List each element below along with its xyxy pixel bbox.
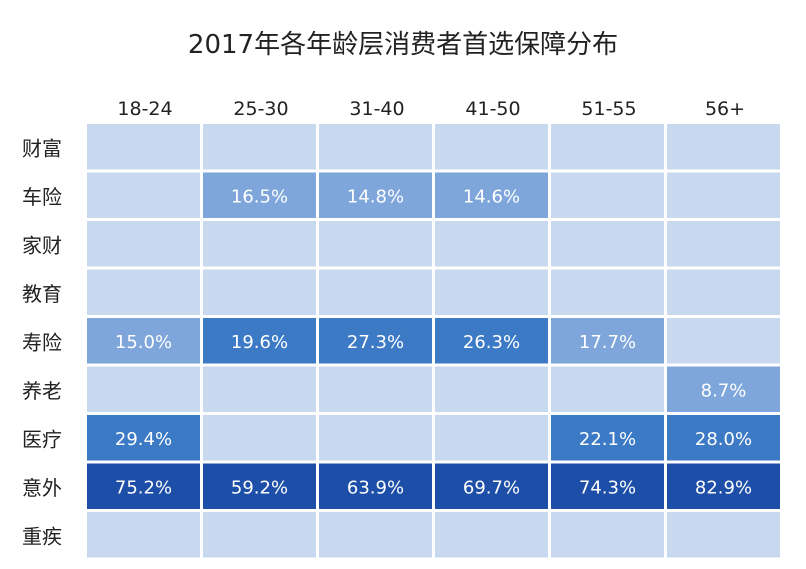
heatmap-cell-r2-c2 [203, 172, 316, 218]
heatmap-cell-r9-c2 [203, 512, 316, 558]
heatmap-cell-r5-c3 [319, 318, 432, 364]
heatmap-cell-r5-c6 [667, 318, 780, 364]
data-label-r8-c1: 75.2% [115, 477, 172, 498]
heatmap-cell-r3-c6 [667, 221, 780, 267]
heatmap-cell-r1-c3 [319, 124, 432, 170]
heatmap-cell-r4-c5 [551, 269, 664, 315]
heatmap-cell-r9-c5 [551, 512, 664, 558]
data-label-r8-c4: 69.7% [463, 477, 520, 498]
heatmap-cell-r3-c3 [319, 221, 432, 267]
heatmap-cell-r5-c5 [551, 318, 664, 364]
column-label-2: 25-30 [233, 98, 288, 120]
row-label-5: 寿险 [22, 330, 62, 354]
data-label-r8-c6: 82.9% [695, 477, 752, 498]
heatmap-cell-r6-c3 [319, 366, 432, 412]
heatmap-cell-r9-c6 [667, 512, 780, 558]
data-label-r7-c5: 22.1% [579, 429, 636, 450]
row-label-4: 教育 [22, 282, 62, 306]
heatmap-cell-r3-c2 [203, 221, 316, 267]
heatmap-cell-r4-c2 [203, 269, 316, 315]
heatmap-cell-r4-c4 [435, 269, 548, 315]
data-label-r2-c4: 14.6% [463, 186, 520, 207]
row-label-3: 家财 [22, 233, 62, 257]
heatmap-cell-r7-c5 [551, 415, 664, 461]
data-label-r8-c5: 74.3% [579, 477, 636, 498]
heatmap-cell-r2-c5 [551, 172, 664, 218]
data-label-r5-c1: 15.0% [115, 332, 172, 353]
data-label-r5-c2: 19.6% [231, 332, 288, 353]
heatmap-cell-r3-c5 [551, 221, 664, 267]
data-label-r6-c6: 8.7% [701, 380, 747, 401]
heatmap-cell-r2-c1 [87, 172, 200, 218]
heatmap-cell-r5-c2 [203, 318, 316, 364]
heatmap-cell-r6-c6 [667, 366, 780, 412]
heatmap-cell-r1-c6 [667, 124, 780, 170]
heatmap-cell-r8-c2 [203, 463, 316, 509]
heatmap-cell-r8-c4 [435, 463, 548, 509]
row-label-1: 财富 [22, 136, 62, 160]
heatmap-cell-r1-c5 [551, 124, 664, 170]
heatmap-cell-r8-c3 [319, 463, 432, 509]
column-label-6: 56+ [705, 98, 745, 120]
heatmap-cell-r9-c1 [87, 512, 200, 558]
heatmap-cell-r4-c6 [667, 269, 780, 315]
data-label-r7-c6: 28.0% [695, 429, 752, 450]
heatmap-cell-r7-c4 [435, 415, 548, 461]
heatmap-cell-r2-c6 [667, 172, 780, 218]
heatmap-cell-r6-c2 [203, 366, 316, 412]
heatmap-cell-r4-c3 [319, 269, 432, 315]
row-label-8: 意外 [22, 476, 62, 500]
heatmap-cell-r1-c2 [203, 124, 316, 170]
heatmap-cell-r6-c5 [551, 366, 664, 412]
heatmap-cell-r8-c5 [551, 463, 664, 509]
heatmap-cell-r8-c6 [667, 463, 780, 509]
data-label-r8-c3: 63.9% [347, 477, 404, 498]
heatmap-cell-r7-c6 [667, 415, 780, 461]
column-label-5: 51-55 [581, 98, 636, 120]
data-label-r2-c2: 16.5% [231, 186, 288, 207]
column-label-4: 41-50 [465, 98, 520, 120]
heatmap-cell-r3-c1 [87, 221, 200, 267]
chart-title: 2017年各年龄层消费者首选保障分布 [187, 30, 619, 60]
heatmap-cell-r7-c1 [87, 415, 200, 461]
column-label-1: 18-24 [117, 98, 172, 120]
data-label-r5-c4: 26.3% [463, 332, 520, 353]
heatmap-cell-r5-c1 [87, 318, 200, 364]
heatmap-cell-r8-c1 [87, 463, 200, 509]
heatmap-cell-r7-c2 [203, 415, 316, 461]
heatmap-cell-r5-c4 [435, 318, 548, 364]
data-label-r5-c5: 17.7% [579, 332, 636, 353]
data-label-r2-c3: 14.8% [347, 186, 404, 207]
column-label-3: 31-40 [349, 98, 404, 120]
heatmap-cell-r1-c1 [87, 124, 200, 170]
row-label-7: 医疗 [22, 427, 62, 451]
heatmap-cell-r1-c4 [435, 124, 548, 170]
data-label-r7-c1: 29.4% [115, 429, 172, 450]
heatmap-cell-r3-c4 [435, 221, 548, 267]
heatmap-cell-r6-c4 [435, 366, 548, 412]
data-label-r8-c2: 59.2% [231, 477, 288, 498]
heatmap-cell-r2-c4 [435, 172, 548, 218]
heatmap-cell-r7-c3 [319, 415, 432, 461]
heatmap-cell-r6-c1 [87, 366, 200, 412]
heatmap-cell-r9-c4 [435, 512, 548, 558]
heatmap-cell-r2-c3 [319, 172, 432, 218]
heatmap-cell-r9-c3 [319, 512, 432, 558]
data-label-r5-c3: 27.3% [347, 332, 404, 353]
heatmap-cell-r4-c1 [87, 269, 200, 315]
row-label-9: 重疾 [22, 524, 62, 548]
row-label-6: 养老 [22, 379, 62, 403]
row-label-2: 车险 [22, 185, 62, 209]
